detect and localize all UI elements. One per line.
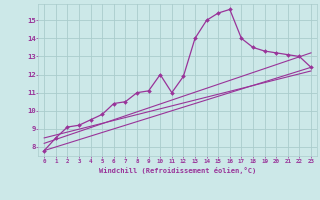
X-axis label: Windchill (Refroidissement éolien,°C): Windchill (Refroidissement éolien,°C) bbox=[99, 167, 256, 174]
